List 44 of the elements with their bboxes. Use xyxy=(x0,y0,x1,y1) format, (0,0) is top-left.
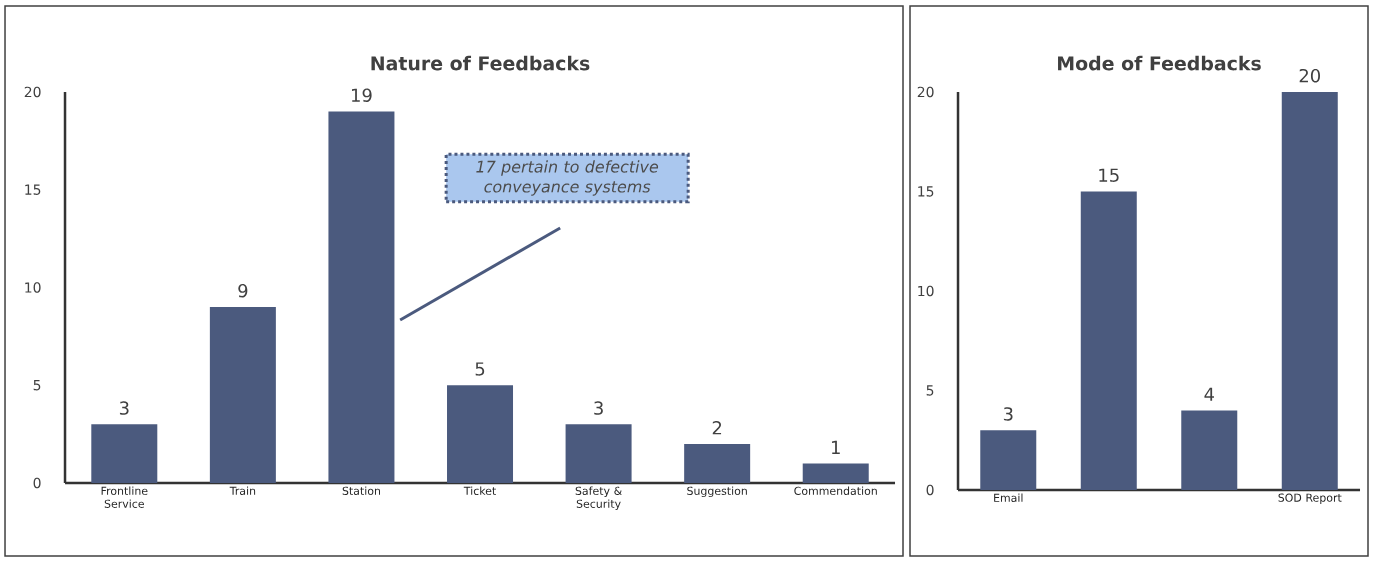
y-tick-label: 0 xyxy=(926,484,934,496)
x-tick-label: Suggestion xyxy=(687,486,747,498)
bar xyxy=(328,111,395,483)
y-tick-label: 0 xyxy=(33,477,41,489)
y-tick-label: 15 xyxy=(25,184,41,195)
data-label: 5 xyxy=(475,362,485,376)
data-label: 15 xyxy=(1099,168,1119,182)
bar xyxy=(209,307,276,483)
bar xyxy=(980,430,1037,490)
y-tick-label: 15 xyxy=(918,186,934,197)
x-tick-label: Train xyxy=(229,486,256,495)
x-tick-label: Email xyxy=(994,493,1023,502)
x-tick-label: Safety & Security xyxy=(575,486,622,511)
x-tick-label: Commendation xyxy=(794,486,877,495)
bar xyxy=(1281,91,1338,490)
y-tick-label: 20 xyxy=(24,86,41,98)
data-label: 20 xyxy=(1299,68,1320,83)
bar xyxy=(1080,191,1137,490)
x-tick-label: Ticket xyxy=(463,486,496,495)
data-label: 3 xyxy=(119,401,129,415)
data-label: 9 xyxy=(238,283,248,298)
chart-title: Nature of Feedbacks xyxy=(371,55,590,71)
data-label: 1 xyxy=(831,440,840,454)
bar xyxy=(684,443,751,483)
x-tick-label: SOD Report xyxy=(1278,493,1342,504)
y-tick-label: 20 xyxy=(917,86,934,98)
y-tick-label: 10 xyxy=(918,285,934,297)
bar xyxy=(91,424,158,483)
data-label: 2 xyxy=(712,421,722,435)
data-label: 4 xyxy=(1204,387,1214,401)
bar xyxy=(1181,410,1238,490)
y-tick-label: 5 xyxy=(926,385,934,396)
data-label: 3 xyxy=(594,401,603,415)
data-label: 3 xyxy=(1003,407,1013,421)
x-tick-label: Station xyxy=(342,486,380,495)
y-tick-label: 5 xyxy=(33,380,41,391)
bar xyxy=(447,385,514,483)
x-tick-label: Frontline Service xyxy=(101,486,148,508)
chart-title: Mode of Feedbacks xyxy=(1058,55,1261,71)
bar xyxy=(802,463,869,483)
data-label: 19 xyxy=(352,88,372,103)
annotation: 17 pertain to defective conveyance systems xyxy=(476,160,659,196)
bar xyxy=(565,424,632,483)
y-tick-label: 10 xyxy=(25,282,41,293)
